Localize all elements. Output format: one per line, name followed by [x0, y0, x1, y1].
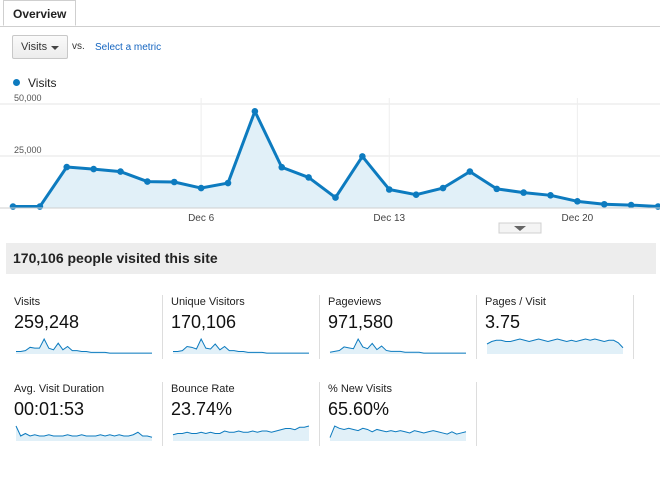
data-point[interactable]: [197, 184, 205, 192]
metric-dropdown[interactable]: Visits: [12, 35, 68, 59]
card-divider: [476, 295, 477, 359]
sparkline-fill: [173, 426, 309, 441]
data-point[interactable]: [36, 203, 44, 210]
metric-dropdown-label: Visits: [21, 41, 48, 53]
data-point[interactable]: [493, 185, 501, 193]
data-point[interactable]: [520, 189, 527, 196]
metric-card[interactable]: Visits 259,248: [14, 296, 160, 364]
sparkline-line: [173, 337, 309, 354]
x-tick-label: Dec 6: [188, 213, 215, 224]
sparkline-line: [15, 425, 153, 438]
data-point[interactable]: [332, 194, 339, 201]
metric-label: Pages / Visit: [485, 296, 546, 308]
sparkline: [329, 337, 466, 354]
data-point[interactable]: [144, 178, 151, 185]
x-tick-label: Dec 20: [562, 213, 594, 224]
sparkline-line: [172, 425, 310, 436]
metric-value: 00:01:53: [14, 399, 85, 419]
metric-card[interactable]: Bounce Rate 23.74%: [171, 383, 317, 451]
metric-value: 170,106: [171, 312, 237, 332]
chevron-down-icon: [51, 46, 59, 50]
metric-value: 23.74%: [171, 399, 233, 419]
data-point[interactable]: [63, 163, 71, 171]
metric-value: 259,248: [14, 312, 80, 332]
card-divider: [162, 382, 163, 446]
card-divider: [319, 295, 320, 359]
data-point[interactable]: [385, 186, 393, 193]
card-divider: [476, 382, 477, 446]
sparkline: [16, 337, 152, 354]
select-metric-link[interactable]: Select a metric: [95, 42, 162, 53]
data-point[interactable]: [574, 198, 581, 205]
sparkline-line: [329, 337, 466, 354]
sparkline: [172, 425, 310, 441]
data-point[interactable]: [305, 174, 312, 181]
metric-label: Avg. Visit Duration: [14, 383, 105, 395]
data-point[interactable]: [654, 203, 660, 210]
sparkline-line: [486, 338, 624, 349]
y-tick-label: 25,000: [14, 145, 42, 155]
data-point[interactable]: [627, 201, 635, 209]
metric-card[interactable]: Pageviews 971,580: [328, 296, 474, 364]
data-point[interactable]: [600, 200, 608, 208]
metric-label: Bounce Rate: [171, 383, 235, 395]
sparkline-line: [16, 337, 152, 354]
metric-label: Pageviews: [328, 296, 382, 308]
sparkline: [15, 425, 153, 441]
legend-dot-icon: [13, 79, 20, 86]
card-divider: [162, 295, 163, 359]
sparkline-line: [329, 425, 467, 438]
data-point[interactable]: [359, 153, 366, 160]
data-point[interactable]: [547, 192, 554, 199]
sparkline-fill: [330, 339, 466, 354]
data-point[interactable]: [170, 178, 178, 186]
legend-label: Visits: [28, 76, 57, 90]
metric-card[interactable]: Pages / Visit 3.75: [485, 296, 631, 364]
metric-label: Unique Visitors: [171, 296, 245, 308]
data-point[interactable]: [251, 107, 259, 115]
vs-label: vs.: [72, 41, 85, 52]
chevron-down-icon: [514, 226, 526, 231]
chart-legend: Visits: [13, 76, 56, 90]
data-point[interactable]: [278, 163, 286, 171]
metric-label: % New Visits: [328, 383, 392, 395]
card-divider: [319, 382, 320, 446]
sparkline-fill: [487, 339, 623, 354]
data-point[interactable]: [117, 168, 124, 175]
x-tick-label: Dec 13: [373, 213, 405, 224]
data-point[interactable]: [224, 179, 232, 187]
metric-card[interactable]: Avg. Visit Duration 00:01:53: [14, 383, 160, 451]
summary-headline: 170,106 people visited this site: [6, 243, 656, 274]
tab-bar: Overview: [0, 0, 660, 27]
data-point[interactable]: [9, 203, 17, 210]
sparkline-fill: [330, 426, 466, 441]
sparkline-fill: [16, 426, 152, 441]
metric-value: 3.75: [485, 312, 521, 332]
metric-value: 65.60%: [328, 399, 390, 419]
data-point[interactable]: [439, 184, 447, 192]
metric-value: 971,580: [328, 312, 394, 332]
tab-overview[interactable]: Overview: [3, 0, 77, 26]
sparkline: [486, 338, 624, 354]
sparkline: [173, 337, 309, 354]
metric-label: Visits: [14, 296, 41, 308]
metric-card[interactable]: % New Visits 65.60%: [328, 383, 474, 451]
y-tick-label: 50,000: [14, 93, 42, 103]
data-point[interactable]: [90, 165, 97, 173]
data-point[interactable]: [466, 168, 474, 175]
sparkline-fill: [173, 339, 309, 354]
area-fill: [13, 111, 658, 208]
card-divider: [633, 295, 634, 359]
metric-card[interactable]: Unique Visitors 170,106: [171, 296, 317, 364]
sparkline-fill: [16, 339, 152, 354]
visits-line-chart[interactable]: 50,000 25,000 Dec 6 Dec 13 Dec 20: [0, 92, 660, 242]
sparkline: [329, 425, 467, 441]
data-point[interactable]: [412, 191, 420, 198]
